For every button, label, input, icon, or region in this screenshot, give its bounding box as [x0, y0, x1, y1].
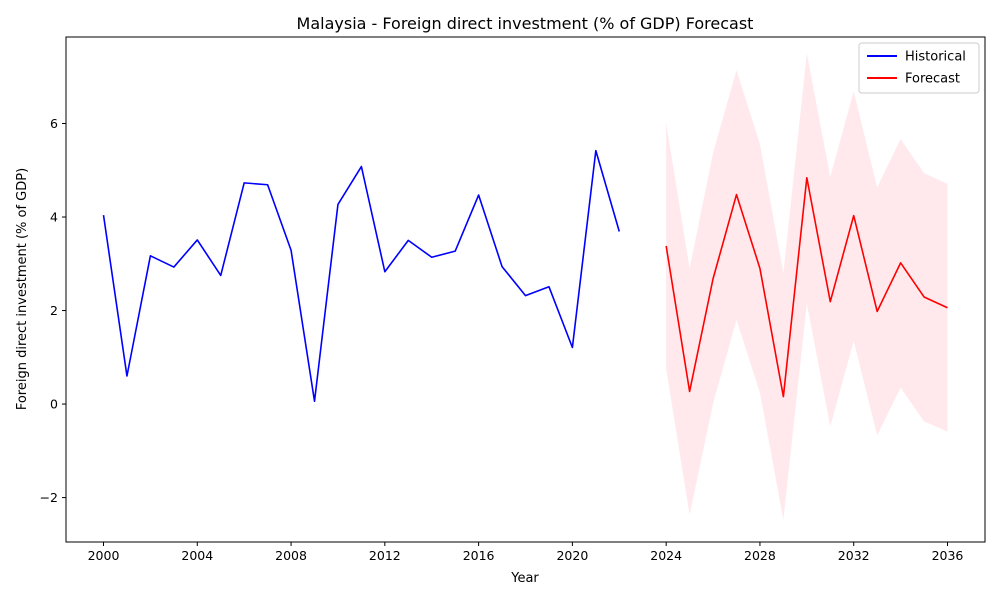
data-point-forecast: [758, 267, 761, 270]
series-layer: [102, 149, 949, 403]
data-point-forecast: [805, 176, 808, 179]
data-point-historical: [594, 149, 597, 152]
data-point-historical: [196, 238, 199, 241]
x-tick-label: 2020: [556, 548, 588, 563]
x-tick-label: 2016: [463, 548, 495, 563]
data-point-forecast: [946, 306, 949, 309]
y-tick-label: 0: [50, 397, 58, 412]
data-point-historical: [290, 249, 293, 252]
x-tick-label: 2032: [838, 548, 870, 563]
data-point-historical: [149, 254, 152, 257]
data-point-historical: [243, 181, 246, 184]
data-point-historical: [313, 400, 316, 403]
x-axis: 2000 2004 2008 2012 2016 2020 2024 2028 2032 2036: [88, 542, 964, 563]
data-point-historical: [430, 256, 433, 259]
confidence-band-layer: [666, 53, 948, 521]
data-point-historical: [477, 194, 480, 197]
x-axis-label: Year: [510, 571, 539, 586]
y-tick-label: 2: [50, 303, 58, 318]
x-tick-label: 2024: [650, 548, 682, 563]
data-point-historical: [102, 214, 105, 217]
y-tick-label: −2: [40, 490, 58, 505]
series-line-forecast: [665, 176, 948, 398]
legend-label-historical: Historical: [905, 50, 966, 65]
data-point-forecast: [923, 295, 926, 298]
data-point-historical: [524, 294, 527, 297]
x-tick-label: 2028: [744, 548, 776, 563]
data-point-forecast: [852, 214, 855, 217]
data-point-historical: [383, 270, 386, 273]
data-point-historical: [172, 266, 175, 269]
legend: Historical Forecast: [858, 42, 980, 94]
data-point-historical: [407, 239, 410, 242]
data-point-forecast: [876, 310, 879, 313]
confidence-band: [666, 53, 948, 521]
data-point-historical: [618, 230, 621, 233]
x-tick-label: 2000: [88, 548, 120, 563]
data-point-historical: [571, 346, 574, 349]
x-tick-label: 2036: [932, 548, 964, 563]
series-line-historical: [102, 149, 621, 403]
data-point-historical: [125, 375, 128, 378]
data-point-historical: [336, 203, 339, 206]
data-point-historical: [360, 165, 363, 168]
data-point-forecast: [735, 193, 738, 196]
data-point-historical: [547, 285, 550, 288]
data-point-forecast: [782, 395, 785, 398]
data-point-forecast: [712, 277, 715, 280]
plot-frame: [65, 36, 986, 543]
y-tick-label: 4: [50, 210, 58, 225]
data-point-forecast: [829, 300, 832, 303]
data-point-historical: [266, 183, 269, 186]
data-point-forecast: [665, 245, 668, 248]
chart-title: Malaysia - Foreign direct investment (% …: [297, 14, 754, 33]
data-point-forecast: [688, 390, 691, 393]
x-tick-label: 2008: [275, 548, 307, 563]
data-point-historical: [501, 265, 504, 268]
y-axis: −2 0 2 4 6: [40, 116, 66, 505]
x-tick-label: 2012: [369, 548, 401, 563]
legend-label-forecast: Forecast: [905, 72, 960, 87]
x-tick-label: 2004: [181, 548, 213, 563]
y-axis-label: Foreign direct investment (% of GDP): [15, 168, 30, 410]
y-tick-label: 6: [50, 116, 58, 131]
data-point-forecast: [899, 261, 902, 264]
data-point-historical: [219, 274, 222, 277]
data-point-historical: [454, 250, 457, 253]
